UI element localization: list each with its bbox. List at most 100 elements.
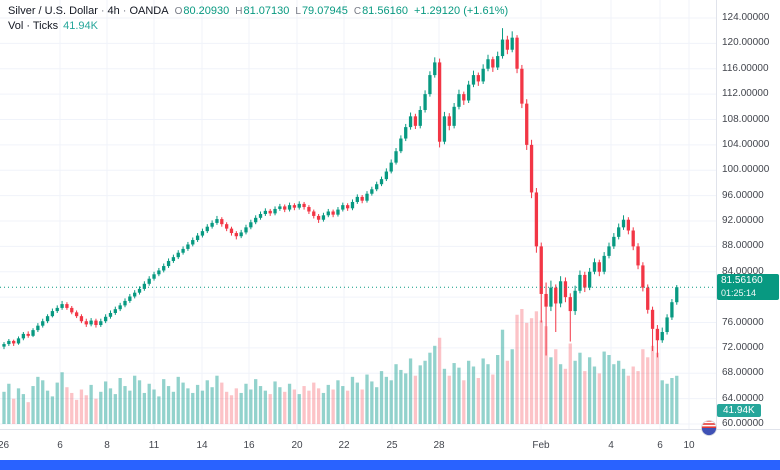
- volume-bar: [428, 352, 432, 424]
- close-label: C: [353, 6, 362, 17]
- volume-bar: [481, 358, 485, 424]
- time-axis-label: 25: [386, 440, 398, 451]
- candle-body: [452, 106, 456, 126]
- volume-bar: [133, 375, 137, 424]
- time-axis-label: Feb: [532, 440, 550, 451]
- volume-bar: [486, 364, 490, 424]
- candle-body: [486, 59, 490, 69]
- candle-body: [128, 296, 132, 301]
- volume-bar: [263, 390, 268, 424]
- symbol-name[interactable]: Silver / U.S. Dollar: [8, 5, 98, 17]
- price-axis[interactable]: 124.00000 120.00000 116.00000 112.00000 108.…: [718, 0, 780, 430]
- price-axis-label: 88.00000: [722, 240, 764, 252]
- volume-bar: [433, 345, 437, 424]
- volume-indicator-label[interactable]: Vol · Ticks: [8, 20, 59, 32]
- candle-body: [41, 321, 45, 326]
- candle-body: [36, 325, 40, 331]
- candle-body: [433, 62, 437, 76]
- event-flag-icon[interactable]: [701, 420, 717, 436]
- candle-body: [287, 205, 292, 210]
- candle-body: [413, 116, 418, 126]
- candle-body: [166, 260, 171, 267]
- volume-bar: [384, 376, 389, 424]
- volume-bar: [273, 381, 277, 424]
- last-price-value: 81.56160: [721, 275, 763, 287]
- volume-bar: [612, 364, 616, 424]
- candle-body: [655, 328, 660, 341]
- candle-body: [31, 330, 35, 336]
- candle-body: [94, 320, 98, 326]
- volume-bar: [646, 357, 650, 424]
- volume-bar: [292, 389, 297, 424]
- candle-body: [587, 271, 592, 288]
- volume-bar: [113, 394, 117, 424]
- volume-bar: [74, 399, 79, 424]
- volume-bar: [631, 366, 635, 424]
- candle-body: [26, 333, 30, 336]
- candle-body: [142, 283, 147, 289]
- time-axis[interactable]: 2026 6 8 11 14 16 20 22 25 28 Feb 4 6 10: [0, 430, 780, 460]
- us-flag-roundel: [701, 420, 717, 436]
- candle-body: [612, 236, 616, 247]
- volume-bar: [602, 351, 606, 424]
- volume-bar: [500, 329, 505, 424]
- symbol-row: Silver / U.S. Dollar · 4h · OANDA O80.20930 H8…: [8, 4, 508, 19]
- candle-body: [554, 287, 558, 304]
- candle-body: [379, 179, 384, 185]
- time-axis-label: 10: [683, 440, 695, 451]
- candle-body: [384, 171, 389, 180]
- high-label: H: [235, 6, 243, 17]
- volume-bar: [394, 364, 398, 424]
- price-axis-label: 124.00000: [722, 12, 770, 23]
- timeframe[interactable]: 4h: [107, 5, 120, 17]
- volume-bar: [94, 398, 98, 424]
- volume-bar: [147, 383, 151, 424]
- volume-bar: [31, 386, 35, 424]
- volume-bar: [244, 383, 248, 424]
- volume-bar: [84, 395, 88, 424]
- candle-body: [515, 37, 519, 69]
- candle-body: [292, 205, 297, 208]
- candle-body: [205, 226, 209, 232]
- candle-body: [466, 84, 471, 101]
- volume-bar: [549, 357, 553, 424]
- close-value: 81.56160: [362, 5, 408, 17]
- candle-body: [646, 287, 650, 310]
- volume-bar: [437, 337, 442, 424]
- candle-body: [394, 151, 398, 163]
- volume-bar: [166, 386, 171, 424]
- candle-body: [191, 240, 195, 245]
- volume-bar: [345, 390, 350, 424]
- volume-bar: [137, 380, 142, 424]
- volume-bar: [12, 398, 16, 424]
- volume-bar: [491, 374, 495, 424]
- volume-bar: [355, 382, 359, 424]
- volume-bar: [636, 371, 640, 424]
- volume-bar: [389, 380, 393, 424]
- candle-body: [583, 274, 587, 288]
- volume-bar: [176, 376, 180, 424]
- volume-bar: [505, 360, 510, 424]
- candle-body: [525, 103, 529, 145]
- volume-bar: [520, 309, 524, 424]
- candle-body: [476, 75, 480, 82]
- volume-bar: [442, 368, 447, 424]
- volume-bar: [123, 386, 127, 424]
- volume-bar: [583, 371, 587, 424]
- candle-body: [568, 297, 572, 312]
- high-value: 81.07130: [243, 5, 290, 17]
- volume-bar: [466, 360, 471, 424]
- candle-body: [331, 211, 335, 215]
- volume-bar: [2, 391, 6, 424]
- candle-body: [316, 215, 321, 220]
- candle-body: [297, 203, 301, 208]
- candlestick-plot[interactable]: [0, 0, 780, 430]
- candle-body: [529, 144, 534, 193]
- volume-bar: [89, 384, 93, 424]
- volume-bar: [268, 394, 272, 424]
- candle-body: [481, 68, 485, 82]
- volume-bar: [418, 365, 422, 424]
- candle-body: [355, 196, 359, 202]
- time-axis-label: 8: [104, 440, 110, 451]
